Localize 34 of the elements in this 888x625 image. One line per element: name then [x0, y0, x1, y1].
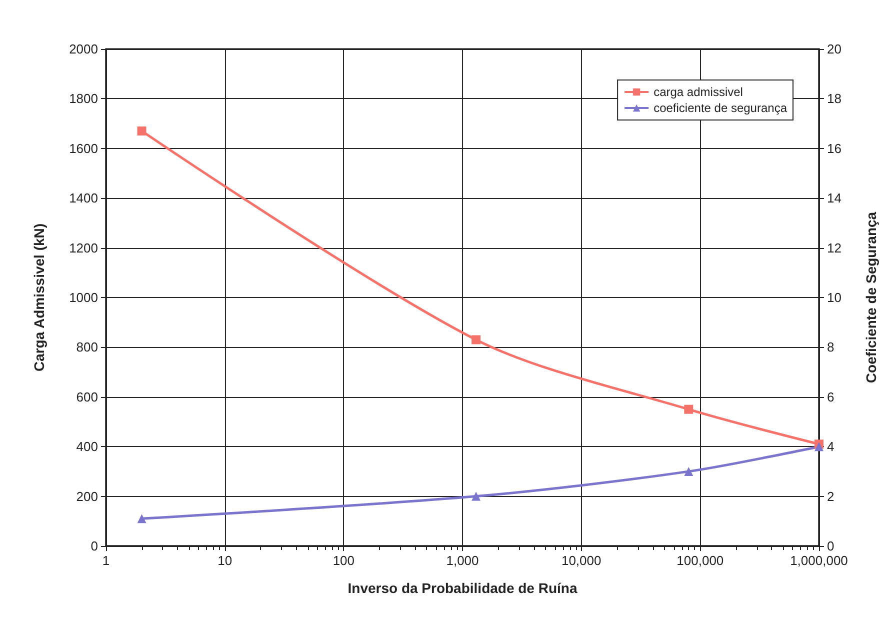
x-axis-title: Inverso da Probabilidade de Ruína	[348, 580, 578, 596]
y-tick-label: 800	[76, 340, 98, 355]
y2-tick-label: 14	[827, 190, 842, 206]
x-tick-label: 1	[102, 553, 110, 568]
y2-tick-label: 12	[827, 240, 842, 256]
y2-tick-label: 8	[827, 340, 834, 355]
y-tick-label: 1400	[69, 190, 98, 206]
y-tick-label: 1800	[69, 91, 98, 106]
y-tick-label: 400	[76, 439, 98, 454]
y-tick-label: 1200	[69, 240, 98, 256]
y2-tick-label: 0	[827, 538, 834, 554]
y2-tick-label: 6	[827, 389, 834, 404]
y-tick-label: 0	[90, 538, 98, 554]
x-tick-label: 100	[332, 553, 355, 568]
x-tick-label: 1,000,000	[790, 553, 848, 568]
y2-tick-label: 20	[827, 42, 842, 56]
x-tick-label: 10,000	[561, 553, 602, 568]
x-tick-label: 1,000	[446, 553, 479, 568]
y2-tick-label: 16	[827, 140, 842, 156]
y2-tick-label: 2	[827, 488, 834, 504]
y2-tick-label: 10	[827, 290, 842, 305]
y2-axis-title: Coeficiente de Segurança	[863, 212, 879, 384]
y-axis-title: Carga Admissivel (kN)	[31, 223, 47, 372]
legend-label: carga admissivel	[654, 85, 743, 99]
y-tick-label: 1600	[69, 140, 98, 156]
y-tick-label: 600	[76, 389, 98, 404]
y-tick-label: 2000	[69, 42, 98, 56]
x-tick-label: 10	[218, 553, 232, 568]
legend-label: coeficiente de segurança	[654, 101, 788, 115]
y-tick-label: 200	[76, 488, 98, 504]
x-tick-label: 100,000	[676, 553, 724, 568]
y-tick-label: 1000	[69, 290, 98, 305]
y2-tick-label: 4	[827, 439, 834, 454]
y2-tick-label: 18	[827, 91, 842, 106]
